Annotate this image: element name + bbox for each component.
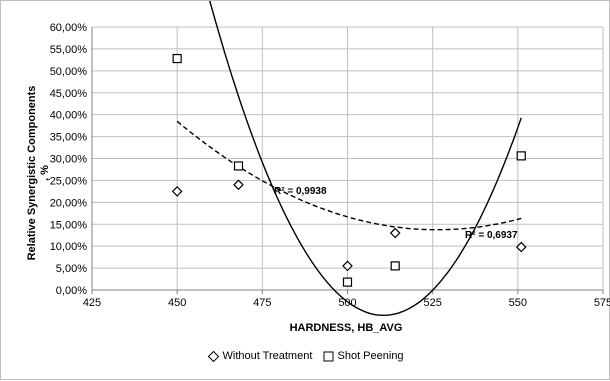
y-tick-label: 55,00%: [50, 44, 88, 56]
data-point-without-treatment: [233, 179, 244, 191]
legend-label-without-treatment: Without Treatment: [222, 350, 313, 363]
y-axis-title-line-2: , %: [39, 165, 51, 181]
axes: [91, 27, 604, 294]
x-tick-label: 500: [338, 297, 356, 309]
y-tick-label: 40,00%: [50, 110, 88, 122]
data-points: [171, 53, 527, 287]
legend-item-without-treatment: Without Treatment: [208, 350, 312, 362]
trendline-shot-peening: [209, 1, 522, 317]
data-point-shot-peening: [172, 53, 182, 64]
y-axis-title: Relative Synergistic Components , %: [26, 86, 51, 261]
x-tick-label: 475: [253, 297, 271, 309]
diamond-marker-icon: [208, 350, 220, 362]
y-tick-label: 25,00%: [50, 175, 88, 187]
y-tick-label: 45,00%: [50, 88, 88, 100]
y-tick-label: 5,00%: [56, 263, 87, 275]
x-axis-title: HARDNESS, HB_AVG: [290, 322, 403, 334]
data-point-shot-peening: [342, 277, 353, 287]
data-point-without-treatment: [389, 227, 401, 239]
y-tick-label: 50,00%: [50, 66, 88, 78]
r-squared-label-shot-peening: R² = 0,9938: [274, 186, 327, 197]
y-tick-label: 15,00%: [50, 219, 88, 231]
tick-labels: 0,00% 5,00% 10,00% 15,00% 20,00% 25,00% 30,00%…: [50, 22, 610, 309]
annotations: R² = 0,9938 R² = 0,6937: [274, 186, 518, 241]
x-tick-label: 425: [83, 297, 101, 309]
x-tick-label: 450: [168, 297, 186, 309]
data-point-without-treatment: [342, 260, 353, 272]
x-tick-label: 525: [423, 297, 441, 309]
x-tick-label: 550: [509, 297, 527, 309]
square-marker-icon: [323, 351, 334, 362]
trendline-without-treatment: [176, 120, 522, 231]
y-tick-label: 30,00%: [50, 154, 88, 166]
trendlines: [176, 1, 522, 317]
data-point-shot-peening: [233, 161, 244, 171]
y-tick-label: 0,00%: [56, 285, 87, 297]
y-tick-label: 35,00%: [50, 132, 88, 144]
data-point-shot-peening: [516, 151, 526, 161]
legend-label-shot-peening: Shot Peening: [337, 350, 404, 363]
grid: [92, 26, 604, 290]
y-tick-label: 60,00%: [50, 22, 88, 34]
data-point-without-treatment: [171, 186, 183, 197]
r-squared-label-without-treatment: R² = 0,6937: [465, 230, 518, 241]
legend-item-shot-peening: Shot Peening: [323, 350, 404, 363]
legend: Without Treatment Shot Peening: [1, 350, 610, 362]
x-tick-label: 575: [594, 297, 610, 309]
y-tick-label: 10,00%: [50, 241, 88, 253]
data-point-shot-peening: [390, 261, 400, 271]
y-tick-label: 20,00%: [50, 197, 88, 209]
data-point-without-treatment: [515, 241, 527, 253]
y-axis-title-line-1: Relative Synergistic Components: [26, 86, 38, 261]
